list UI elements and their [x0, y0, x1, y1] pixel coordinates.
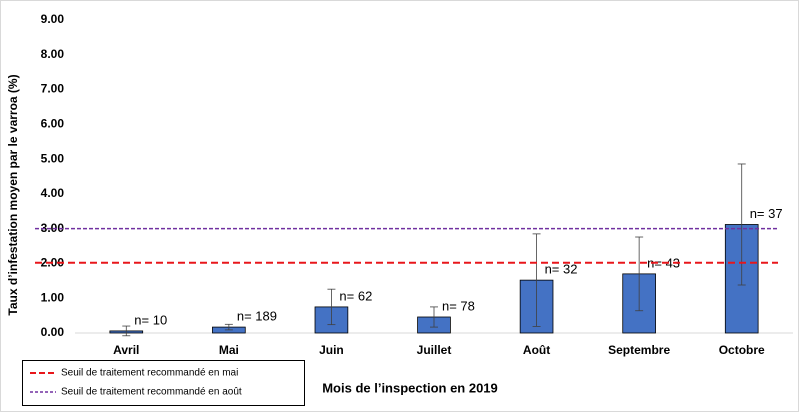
- n-annotation: n= 78: [442, 298, 475, 313]
- y-tick-label: 3.00: [41, 221, 65, 235]
- error-bar: [635, 236, 644, 312]
- n-annotation: n= 37: [750, 206, 783, 221]
- y-tick-label: 8.00: [41, 47, 65, 61]
- y-tick-label: 0.00: [41, 325, 65, 339]
- legend-label: Seuil de traitement recommandé en août: [61, 387, 242, 398]
- x-tick-label: Août: [523, 343, 550, 357]
- x-tick-label: Juillet: [417, 343, 452, 357]
- y-tick-label: 7.00: [41, 82, 65, 96]
- n-annotation: n= 189: [237, 309, 277, 324]
- error-bar: [122, 325, 131, 337]
- error-bar: [430, 306, 438, 328]
- error-bar: [224, 323, 233, 331]
- n-annotation: n= 10: [134, 312, 167, 327]
- x-tick-label: Juin: [319, 343, 344, 357]
- legend-label: Seuil de traitement recommandé en mai: [61, 368, 238, 379]
- x-tick-label: Octobre: [719, 343, 765, 357]
- error-bar: [532, 233, 541, 327]
- error-bar: [737, 163, 746, 286]
- legend-box: [22, 360, 305, 406]
- y-tick-label: 6.00: [41, 117, 65, 131]
- x-tick-label: Mai: [219, 343, 239, 357]
- y-tick-label: 1.00: [41, 290, 65, 304]
- y-axis-title: Taux d’infestation moyen par le varroa (…: [6, 74, 20, 315]
- x-tick-label: Avril: [113, 343, 139, 357]
- error-bar: [327, 288, 336, 326]
- y-tick-label: 4.00: [41, 186, 65, 200]
- y-tick-label: 9.00: [41, 12, 65, 26]
- x-tick-label: Septembre: [608, 343, 670, 357]
- n-annotation: n= 32: [545, 262, 578, 277]
- x-axis-title: Mois de l’inspection en 2019: [322, 380, 498, 395]
- y-tick-label: 5.00: [41, 151, 65, 165]
- n-annotation: n= 62: [339, 288, 372, 303]
